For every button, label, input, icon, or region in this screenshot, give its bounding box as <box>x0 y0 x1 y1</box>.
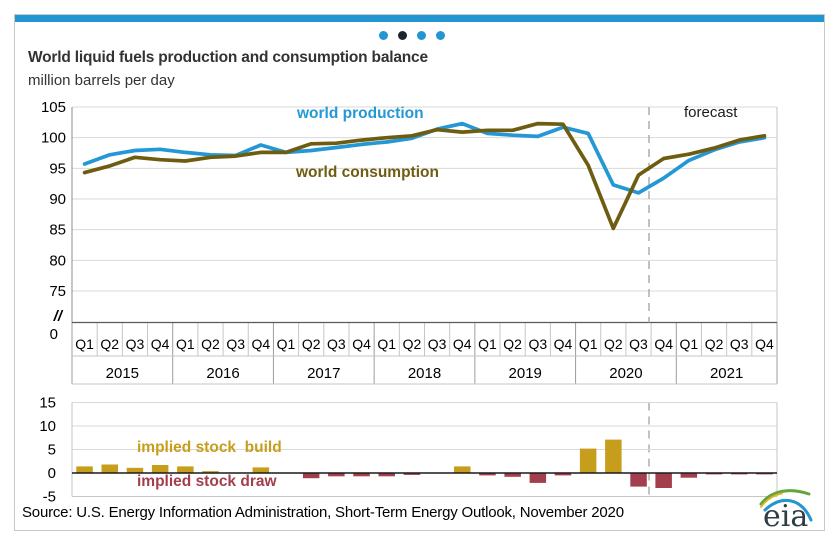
carousel-dot[interactable] <box>379 31 388 40</box>
stock-build-label: implied stock build <box>137 439 282 456</box>
top-accent-bar <box>15 15 824 22</box>
carousel-dot[interactable] <box>417 31 426 40</box>
carousel-dot[interactable] <box>436 31 445 40</box>
eia-logo: eia <box>759 489 813 531</box>
carousel-dot-active[interactable] <box>398 31 407 40</box>
chart-units-subtitle: million barrels per day <box>28 72 175 89</box>
logo-text: eia <box>763 499 808 531</box>
logo-green-arc <box>759 489 811 506</box>
chart-title: World liquid fuels production and consum… <box>28 49 428 66</box>
logo-blue-arc <box>763 498 813 522</box>
forecast-label: forecast <box>684 104 738 121</box>
carousel-dots <box>379 31 445 40</box>
stock-draw-label: implied stock draw <box>137 473 277 490</box>
source-text: Source: U.S. Energy Information Administ… <box>22 504 624 521</box>
legend-world-production: world production <box>297 105 424 122</box>
legend-world-consumption: world consumption <box>296 164 439 181</box>
chart-card <box>14 14 825 531</box>
logo-yellow-arc <box>760 492 783 508</box>
